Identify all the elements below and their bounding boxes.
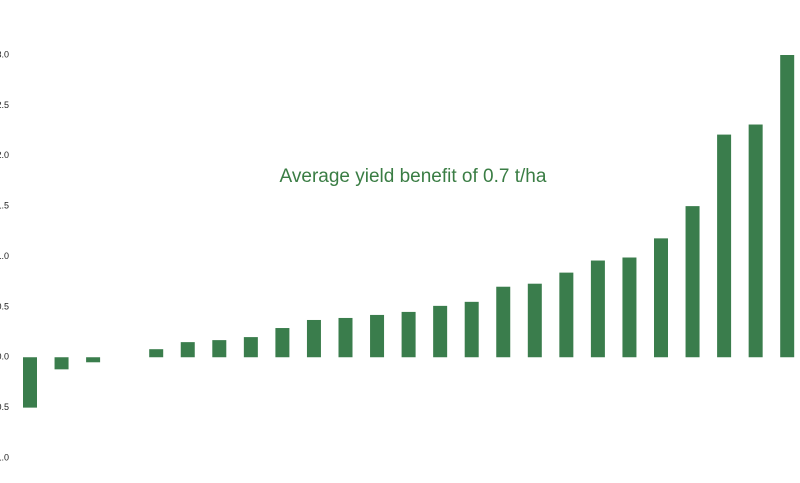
y-tick-label: 0.5 [0,301,9,311]
bar [180,342,195,358]
bar [717,134,732,358]
bar [54,357,69,370]
y-tick-label: 0.0 [0,352,9,362]
bar [149,349,164,358]
bar [86,357,101,363]
bar [243,337,258,358]
bar [654,238,668,358]
bar [748,124,763,358]
bar [780,55,795,358]
y-tick-label: 1.0 [0,251,9,261]
bar [433,305,448,358]
bar [527,283,542,358]
bar [464,301,479,358]
y-tick-label: 2.0 [0,150,9,160]
bar [23,357,37,408]
bar [338,317,353,358]
bar [275,328,290,358]
y-tick-label: -1.0 [0,452,9,462]
bar [622,257,637,358]
bar [685,206,700,358]
bar [212,340,227,358]
bar [306,319,321,358]
y-tick-label: -0.5 [0,402,9,412]
y-tick-label: 1.5 [0,201,9,211]
y-tick-label: 2.5 [0,100,9,110]
bar [559,272,574,358]
bar [401,311,416,358]
bar [590,260,605,358]
y-tick-label: 3.0 [0,49,9,59]
bar [370,314,385,358]
bar [496,286,511,358]
annotation: Average yield benefit of 0.7 t/ha [280,166,547,187]
